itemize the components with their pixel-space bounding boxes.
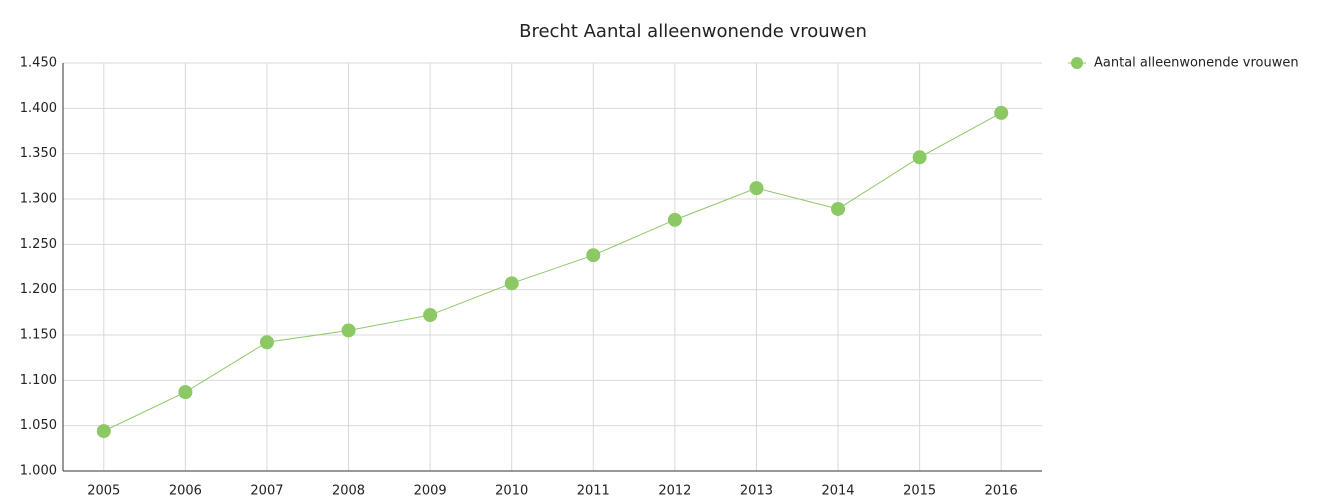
x-tick-label: 2014 xyxy=(821,484,854,499)
y-tick-label: 1.400 xyxy=(20,101,57,116)
data-point xyxy=(586,248,601,263)
x-tick-label: 2007 xyxy=(250,484,283,499)
x-tick-label: 2013 xyxy=(740,484,773,499)
y-tick-label: 1.350 xyxy=(20,146,57,161)
series-line xyxy=(103,112,1002,432)
y-tick-label: 1.250 xyxy=(20,237,57,252)
y-tick-label: 1.000 xyxy=(20,464,57,479)
x-tick-label: 2009 xyxy=(414,484,447,499)
x-tick-label: 2015 xyxy=(903,484,936,499)
x-tick-label: 2016 xyxy=(985,484,1018,499)
data-point xyxy=(96,424,111,439)
data-point xyxy=(341,323,356,338)
y-tick-label: 1.300 xyxy=(20,192,57,207)
data-point xyxy=(259,335,274,350)
legend-label: Aantal alleenwonende vrouwen xyxy=(1094,56,1299,71)
x-tick-label: 2011 xyxy=(577,484,610,499)
data-point xyxy=(912,150,927,165)
data-point xyxy=(667,212,682,227)
x-tick-label: 2006 xyxy=(169,484,202,499)
y-tick-label: 1.150 xyxy=(20,328,57,343)
x-tick-label: 2008 xyxy=(332,484,365,499)
data-point xyxy=(831,201,846,216)
data-point xyxy=(994,105,1009,120)
y-tick-label: 1.450 xyxy=(20,56,57,71)
data-point xyxy=(749,181,764,196)
data-point xyxy=(423,308,438,323)
chart-title: Brecht Aantal alleenwonende vrouwen xyxy=(519,21,867,42)
x-tick-label: 2010 xyxy=(495,484,528,499)
x-tick-label: 2005 xyxy=(87,484,120,499)
y-tick-label: 1.050 xyxy=(20,418,57,433)
data-point xyxy=(178,385,193,400)
data-point xyxy=(504,276,519,291)
y-tick-label: 1.200 xyxy=(20,282,57,297)
legend-marker xyxy=(1071,57,1083,69)
x-tick-label: 2012 xyxy=(658,484,691,499)
y-tick-label: 1.100 xyxy=(20,373,57,388)
